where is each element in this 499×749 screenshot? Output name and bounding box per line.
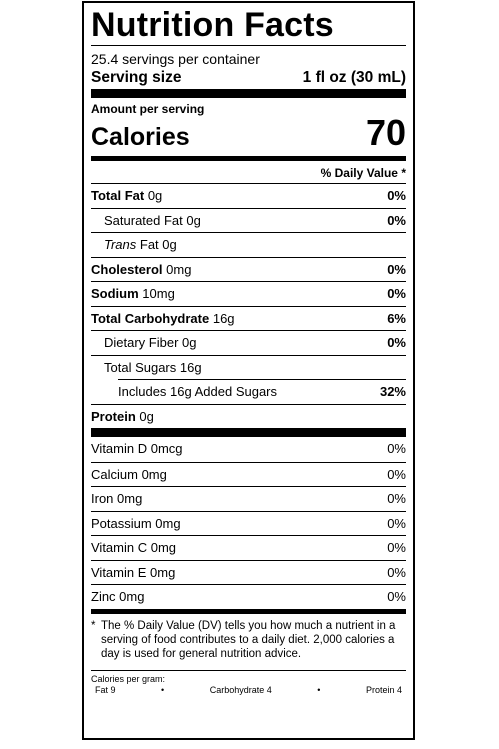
vitamin-name: Zinc 0mg [91, 589, 145, 604]
nutrient-amount: 0g [139, 408, 154, 424]
nutrient-dv: 0% [387, 261, 406, 277]
vitamin-row: Vitamin E 0mg 0% [91, 559, 406, 585]
calories-per-gram-values: Fat 9 • Carbohydrate 4 • Protein 4 [91, 685, 406, 696]
vitamin-row: Potassium 0mg 0% [91, 510, 406, 536]
vitamin-name: Calcium 0mg [91, 466, 167, 482]
nutrient-amount: 0g [182, 335, 197, 350]
nutrient-dv: 32% [379, 384, 406, 399]
amount-per-serving: Amount per serving [91, 102, 205, 116]
nutrient-dv: 6% [387, 310, 406, 326]
vitamin-row: Calcium 0mg 0% [91, 461, 406, 487]
medium-divider [91, 156, 406, 161]
servings-per-container: 25.4 servings per container [91, 51, 260, 67]
serving-size-value: 1 fl oz (30 mL) [302, 69, 406, 86]
nutrient-row-cholesterol: Cholesterol 0mg 0% [91, 256, 406, 282]
calories-value: 70 [365, 112, 406, 153]
vitamin-dv: 0% [387, 589, 406, 604]
nutrient-row-trans-fat: Trans Fat 0g [91, 232, 406, 257]
nutrient-name: Total Sugars [104, 359, 177, 375]
nutrient-amount: 16g [179, 359, 202, 375]
nutrient-name: Trans [104, 237, 137, 252]
vitamin-dv: 0% [387, 564, 406, 580]
nutrient-dv: 0% [387, 188, 406, 203]
vitamin-name: Vitamin E 0mg [91, 564, 176, 580]
nutrient-row-total-carbohydrate: Total Carbohydrate 16g 6% [91, 305, 406, 331]
nutrient-dv: 0% [387, 335, 406, 350]
nutrient-amount: 0g [186, 212, 201, 228]
calories-row: Calories 70 [91, 112, 406, 154]
cpg-carbohydrate: Carbohydrate 4 [209, 684, 272, 695]
nutrient-name: Includes 16g Added Sugars [118, 384, 278, 399]
vitamin-row: Zinc 0mg 0% [91, 584, 406, 609]
nutrient-name: Protein [91, 408, 136, 424]
nutrient-amount: Fat 0g [139, 237, 177, 252]
nutrient-dv: 0% [387, 286, 406, 301]
vitamin-name: Vitamin C 0mg [91, 540, 177, 555]
vitamin-name: Potassium 0mg [91, 515, 181, 531]
nutrient-amount: 10mg [142, 286, 175, 301]
label-title: Nutrition Facts [91, 6, 334, 44]
nutrient-row-sodium: Sodium 10mg 0% [91, 281, 406, 306]
nutrient-name: Dietary Fiber [104, 335, 179, 350]
serving-size-row: Serving size 1 fl oz (30 mL) [91, 68, 406, 87]
medium-divider [91, 608, 406, 614]
nutrient-amount: 16g [212, 310, 235, 326]
cpg-fat: Fat 9 [95, 684, 116, 695]
vitamin-dv: 0% [387, 515, 406, 531]
footnote-text: The % Daily Value (DV) tells you how muc… [101, 619, 396, 660]
nutrient-row-saturated-fat: Saturated Fat 0g 0% [91, 207, 406, 233]
nutrient-row-added-sugars: Includes 16g Added Sugars 32% [118, 379, 406, 404]
nutrient-row-total-fat: Total Fat 0g 0% [91, 183, 406, 208]
nutrient-row-total-sugars: Total Sugars 16g [91, 354, 406, 380]
calories-per-gram-label: Calories per gram: [91, 673, 166, 684]
nutrient-amount: 0g [147, 188, 163, 203]
daily-value-header: % Daily Value * [320, 166, 406, 180]
serving-size-label: Serving size [91, 69, 182, 86]
nutrient-name: Sodium [91, 286, 139, 301]
bullet-separator: • [161, 684, 165, 695]
nutrient-name: Saturated Fat [104, 212, 183, 228]
vitamin-dv: 0% [387, 466, 406, 482]
title-divider [91, 45, 406, 46]
nutrient-row-protein: Protein 0g [91, 403, 406, 429]
vitamin-dv: 0% [387, 491, 406, 506]
vitamin-row: Vitamin C 0mg 0% [91, 535, 406, 560]
vitamin-dv: 0% [387, 441, 406, 456]
daily-value-footnote: * The % Daily Value (DV) tells you how m… [91, 614, 406, 661]
vitamin-name: Iron 0mg [91, 491, 143, 506]
nutrient-row-dietary-fiber: Dietary Fiber 0g 0% [91, 330, 406, 355]
vitamin-row: Vitamin D 0mcg 0% [91, 437, 406, 462]
nutrient-dv: 0% [387, 212, 406, 228]
vitamin-row: Iron 0mg 0% [91, 486, 406, 511]
calories-per-gram: Calories per gram: Fat 9 • Carbohydrate … [91, 669, 406, 696]
nutrient-name: Cholesterol [91, 261, 163, 277]
calories-label: Calories [91, 123, 190, 151]
bullet-separator: • [317, 684, 321, 695]
thick-divider [91, 89, 406, 98]
nutrition-facts-label: Nutrition Facts 25.4 servings per contai… [82, 1, 415, 740]
vitamin-dv: 0% [387, 540, 406, 555]
footnote-star: * [91, 619, 96, 632]
nutrient-amount: 0mg [166, 261, 192, 277]
thick-divider [91, 428, 406, 437]
nutrient-name: Total Fat [91, 188, 145, 203]
nutrient-name: Total Carbohydrate [91, 310, 210, 326]
cpg-protein: Protein 4 [365, 684, 402, 695]
vitamin-name: Vitamin D 0mcg [91, 441, 183, 456]
